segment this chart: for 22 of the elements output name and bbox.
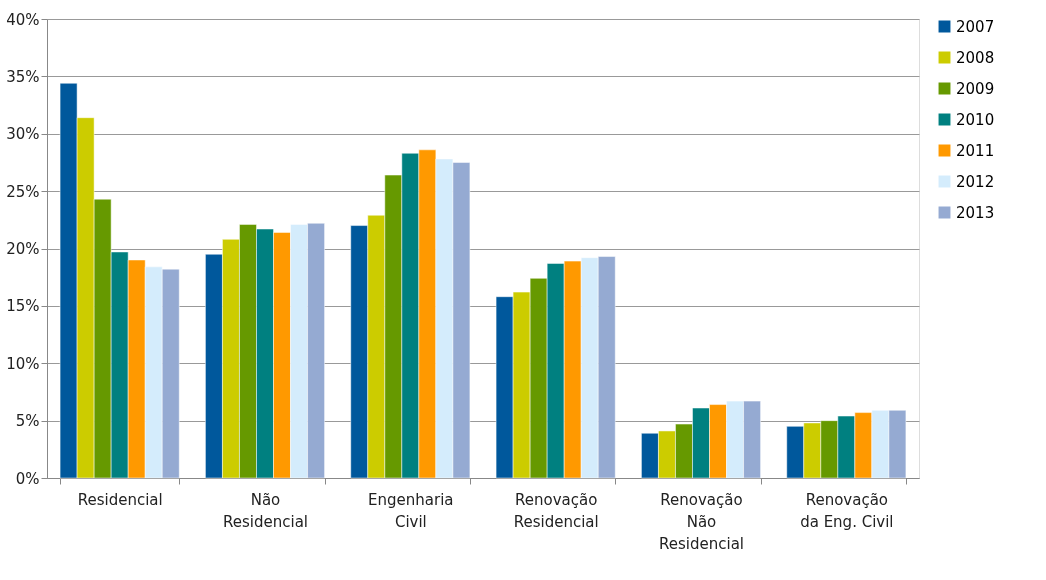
y-tick-label: 5% xyxy=(15,412,40,431)
y-tick-label: 35% xyxy=(6,67,40,86)
x-tick-label: Residencial xyxy=(77,490,163,509)
x-tick-label: Renovação Residencial xyxy=(513,490,599,531)
x-tick-label: Não Residencial xyxy=(223,490,308,531)
legend-label: 2012 xyxy=(956,172,995,191)
y-tick-label: 10% xyxy=(6,354,40,373)
y-tick-label: 30% xyxy=(6,125,40,144)
legend-label: 2007 xyxy=(956,17,995,36)
y-tick-label: 25% xyxy=(6,182,40,201)
legend-label: 2009 xyxy=(956,79,995,98)
x-tick-label: Engenharia Civil xyxy=(368,490,454,531)
y-tick-label: 20% xyxy=(6,240,40,258)
x-tick-label: Renovação da Eng. Civil xyxy=(800,490,894,531)
legend-label: 2013 xyxy=(956,203,995,222)
legend-label: 2011 xyxy=(956,141,995,160)
legend-label: 2008 xyxy=(956,48,995,67)
y-tick-label: 15% xyxy=(6,297,40,316)
x-tick-label: Renovação Não Residencial xyxy=(659,490,744,553)
y-tick-label: 40% xyxy=(6,10,40,29)
y-tick-label: 0% xyxy=(15,469,40,488)
legend-label: 2010 xyxy=(956,110,995,129)
